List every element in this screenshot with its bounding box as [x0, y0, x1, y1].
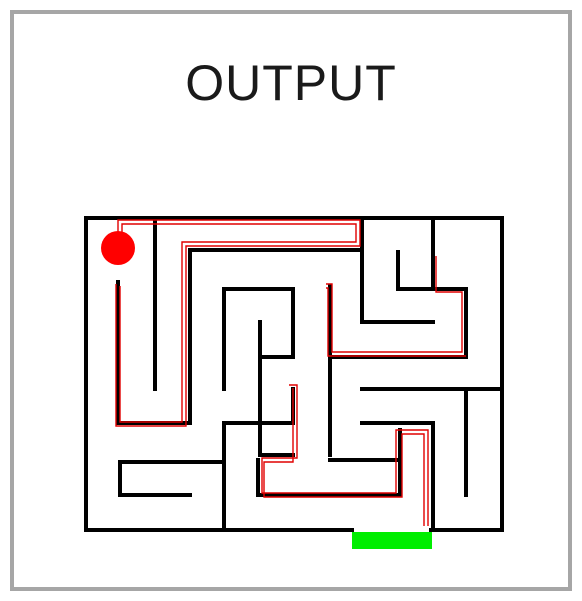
exit-marker-icon [352, 532, 432, 549]
maze-walls [84, 216, 504, 532]
start-marker-icon [101, 231, 135, 265]
output-title: OUTPUT [185, 55, 397, 111]
solution-path [115, 219, 466, 526]
maze-outer-wall [84, 216, 504, 532]
